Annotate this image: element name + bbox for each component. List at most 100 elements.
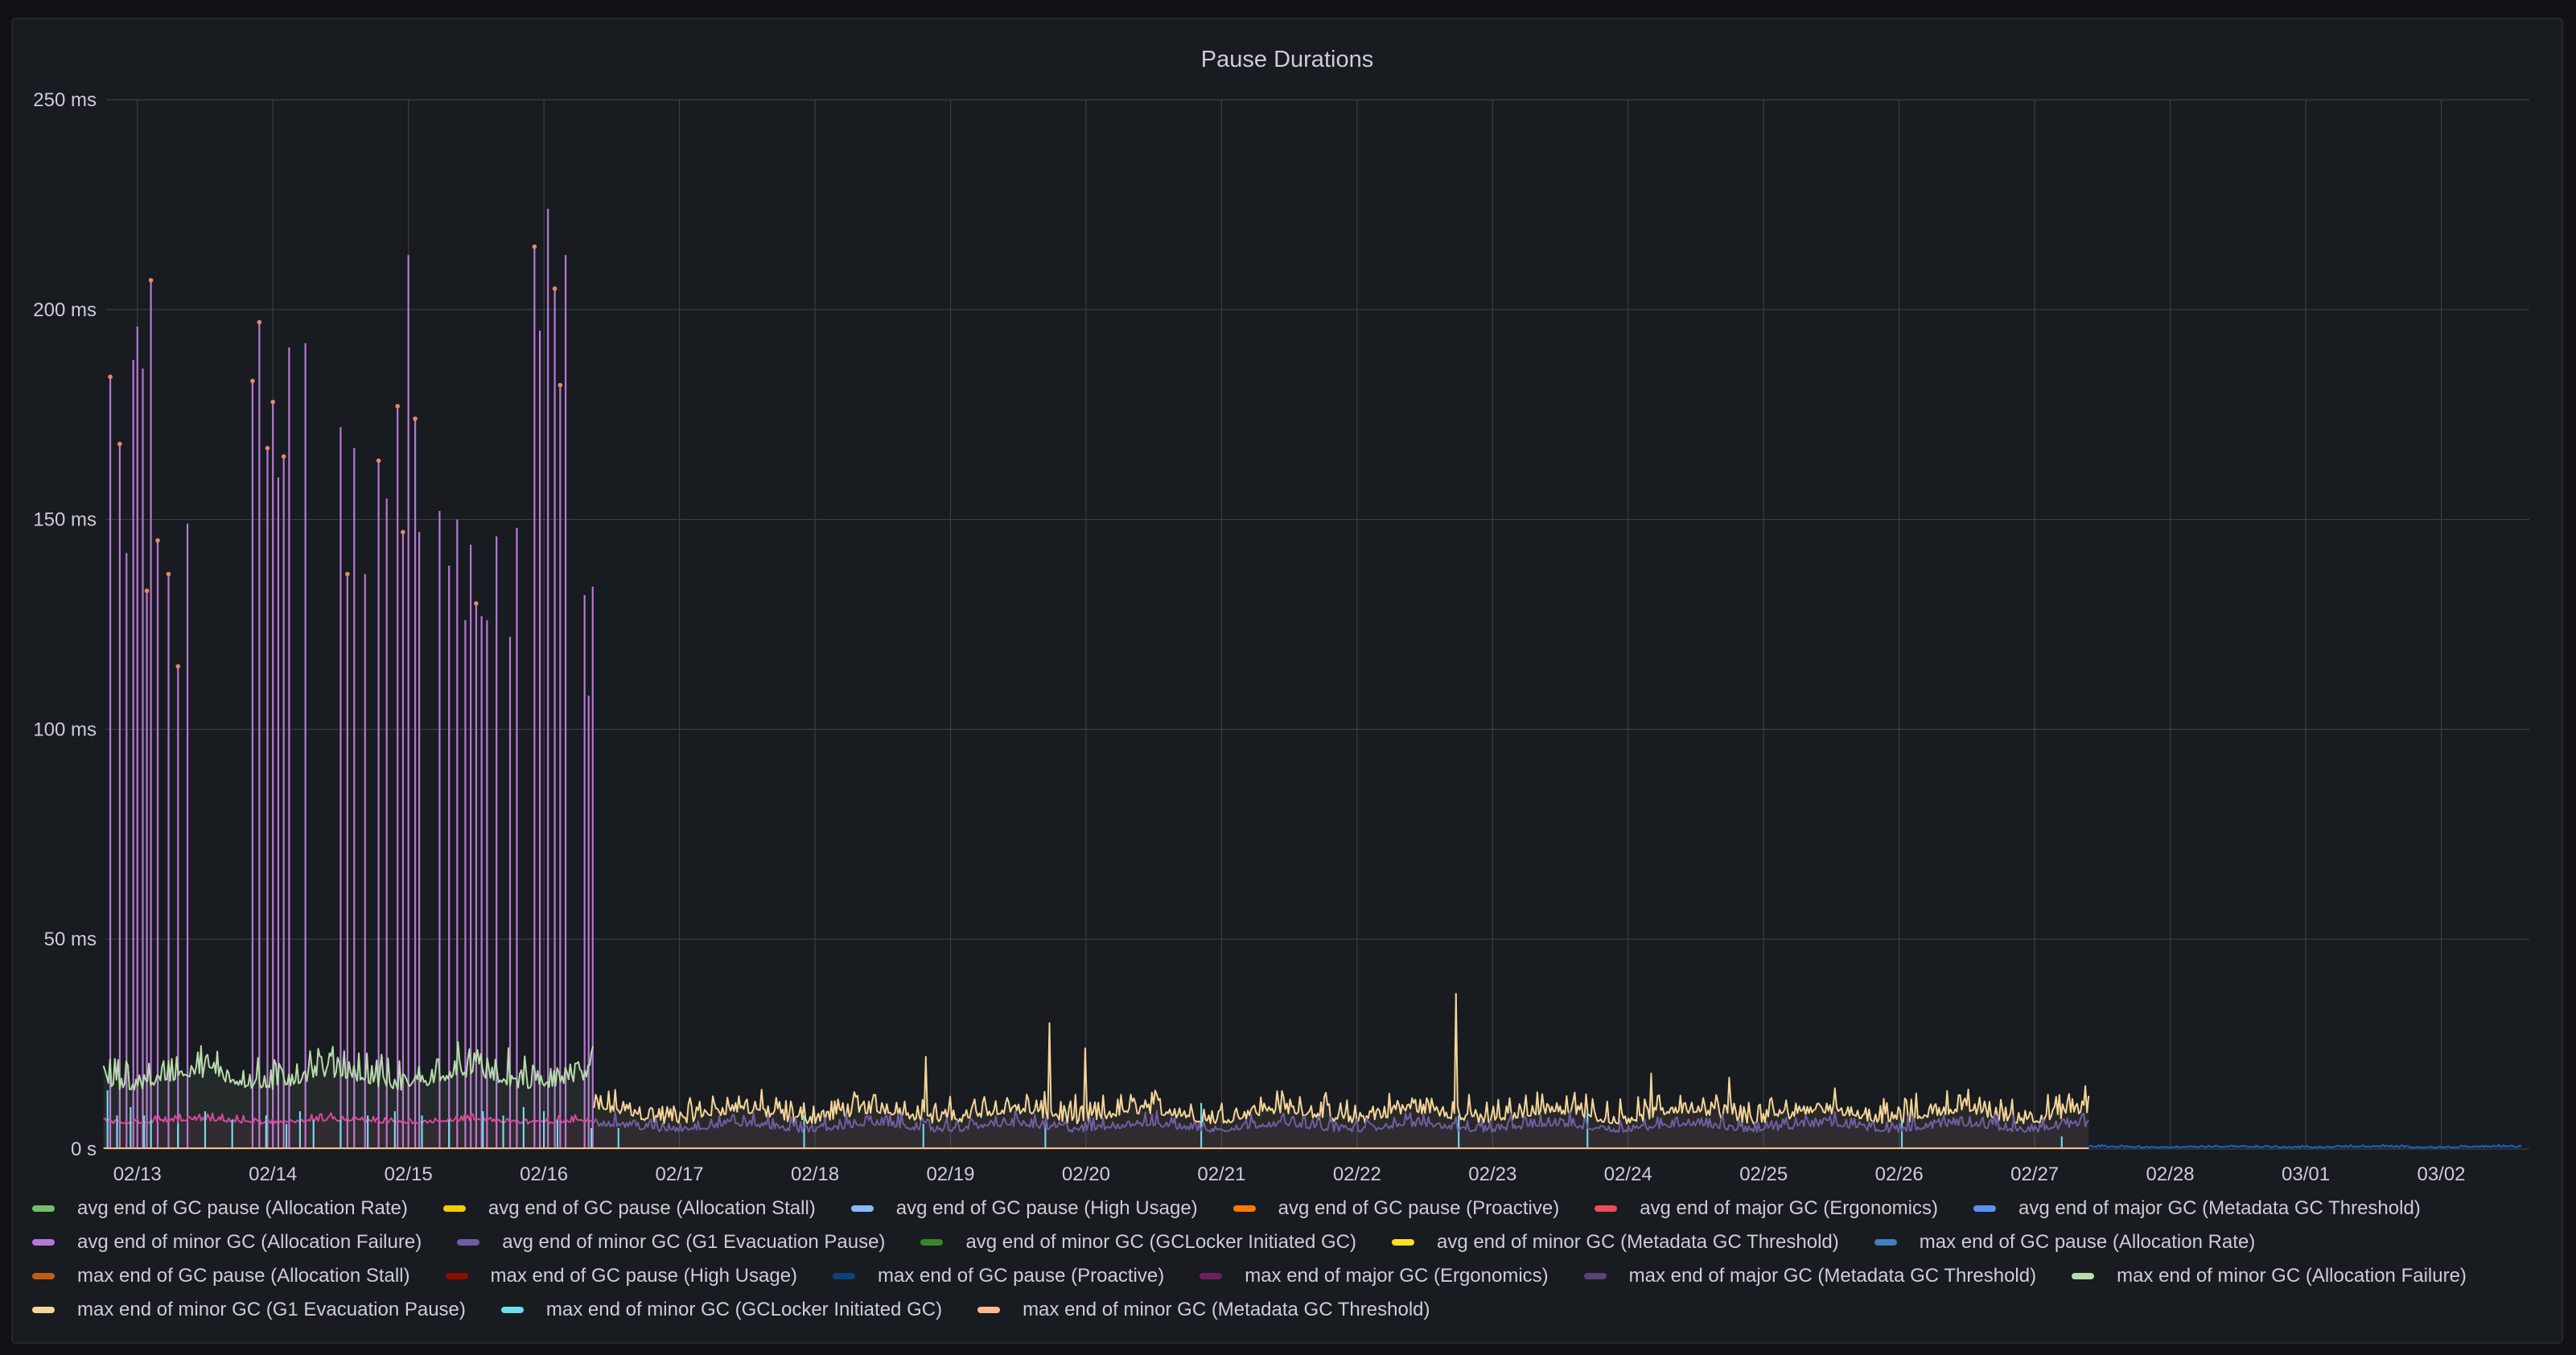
point-max-end-of-minor-gc-allocation-failure xyxy=(265,446,270,451)
legend-label: max end of minor GC (G1 Evacuation Pause… xyxy=(77,1298,466,1320)
y-tick-label: 150 ms xyxy=(33,509,97,531)
y-tick-label: 250 ms xyxy=(33,89,97,111)
point-max-end-of-minor-gc-allocation-failure xyxy=(345,571,350,577)
legend-item[interactable]: avg end of minor GC (GCLocker Initiated … xyxy=(920,1231,1356,1253)
legend-swatch xyxy=(32,1238,55,1246)
x-tick-label: 02/23 xyxy=(1468,1163,1516,1185)
legend-label: avg end of minor GC (Allocation Failure) xyxy=(77,1230,422,1253)
point-max-end-of-minor-gc-allocation-failure xyxy=(281,454,286,459)
series-line-max-end-of-minor-gc-allocation-failure xyxy=(102,1040,595,1091)
x-tick-label: 02/27 xyxy=(2010,1163,2059,1185)
legend-label: avg end of minor GC (Metadata GC Thresho… xyxy=(1436,1230,1839,1253)
legend-item[interactable]: max end of major GC (Metadata GC Thresho… xyxy=(1583,1264,2037,1287)
legend-item[interactable]: avg end of GC pause (Allocation Stall) xyxy=(442,1197,816,1219)
point-max-end-of-minor-gc-allocation-failure xyxy=(175,664,181,669)
x-tick-label: 02/14 xyxy=(249,1163,297,1185)
legend-swatch xyxy=(1973,1205,1996,1212)
y-tick-label: 50 ms xyxy=(44,929,97,950)
legend-swatch xyxy=(1595,1205,1618,1212)
legend-item[interactable]: max end of minor GC (G1 Evacuation Pause… xyxy=(32,1299,466,1320)
x-tick-label: 02/16 xyxy=(520,1163,568,1185)
series-line-avg-end-of-minor-gc-allocation-failure xyxy=(103,1112,594,1125)
x-tick-label: 02/15 xyxy=(385,1163,433,1185)
legend-label: avg end of minor GC (G1 Evacuation Pause… xyxy=(502,1230,886,1253)
legend-swatch xyxy=(977,1306,1001,1313)
x-tick-label: 02/22 xyxy=(1333,1163,1381,1185)
legend-label: avg end of major GC (Metadata GC Thresho… xyxy=(2018,1196,2421,1219)
series-line-avg-end-of-minor-gc-g1-evacuation-pause xyxy=(593,1110,2089,1134)
x-tick-label: 02/28 xyxy=(2146,1163,2195,1185)
point-max-end-of-minor-gc-allocation-failure xyxy=(401,529,405,535)
y-tick-label: 0 s xyxy=(71,1139,97,1160)
point-max-end-of-minor-gc-allocation-failure xyxy=(108,374,113,380)
point-max-end-of-minor-gc-allocation-failure xyxy=(270,399,276,405)
panel-title[interactable]: Pause Durations xyxy=(1200,47,1374,72)
point-max-end-of-minor-gc-allocation-failure xyxy=(117,441,122,447)
x-tick-label: 02/25 xyxy=(1739,1163,1788,1185)
legend-label: max end of major GC (Ergonomics) xyxy=(1245,1264,1549,1287)
legend-swatch xyxy=(920,1238,944,1246)
legend-label: avg end of GC pause (High Usage) xyxy=(895,1196,1198,1219)
series-line-max-end-of-gc-pause-proactive xyxy=(2088,1143,2522,1149)
legend-swatch xyxy=(445,1272,468,1279)
legend-item[interactable]: max end of GC pause (Proactive) xyxy=(833,1265,1164,1287)
legend-item[interactable]: avg end of minor GC (Metadata GC Thresho… xyxy=(1391,1230,1839,1253)
pause-durations-panel: Pause Durations xyxy=(11,18,2563,1344)
series-line-max-end-of-minor-gc-g1-evacuation-pause xyxy=(593,993,2090,1125)
point-max-end-of-minor-gc-allocation-failure xyxy=(376,458,381,463)
legend-item[interactable]: max end of minor GC (Metadata GC Thresho… xyxy=(977,1299,1430,1320)
legend-item[interactable]: max end of GC pause (Allocation Rate) xyxy=(1874,1230,2256,1253)
legend-swatch xyxy=(2072,1272,2095,1279)
legend-item[interactable]: max end of minor GC (Allocation Failure) xyxy=(2072,1265,2467,1287)
legend-label: max end of minor GC (Metadata GC Thresho… xyxy=(1023,1298,1430,1320)
legend-item[interactable]: avg end of major GC (Ergonomics) xyxy=(1595,1197,1938,1219)
legend-item[interactable]: avg end of major GC (Metadata GC Thresho… xyxy=(1973,1197,2421,1219)
point-max-end-of-minor-gc-allocation-failure xyxy=(474,601,479,606)
legend-label: max end of GC pause (High Usage) xyxy=(490,1264,798,1287)
x-tick-label: 02/17 xyxy=(656,1163,704,1185)
legend-item[interactable]: avg end of GC pause (Proactive) xyxy=(1232,1197,1559,1219)
legend-item[interactable]: max end of GC pause (Allocation Stall) xyxy=(32,1265,410,1287)
x-tick-label: 02/20 xyxy=(1062,1163,1110,1185)
legend-swatch xyxy=(1200,1272,1223,1279)
legend-item[interactable]: avg end of minor GC (Allocation Failure) xyxy=(32,1231,422,1253)
y-tick-label: 200 ms xyxy=(33,299,97,321)
x-tick-label: 02/13 xyxy=(113,1163,162,1185)
legend-swatch xyxy=(1874,1238,1897,1246)
x-tick-label: 02/18 xyxy=(791,1163,839,1185)
point-max-end-of-minor-gc-allocation-failure xyxy=(155,537,160,543)
plot-area[interactable] xyxy=(102,208,2522,1149)
legend-swatch xyxy=(32,1205,55,1212)
legend-label: avg end of minor GC (GCLocker Initiated … xyxy=(965,1230,1356,1253)
legend-label: avg end of GC pause (Allocation Rate) xyxy=(77,1196,408,1219)
legend-label: max end of GC pause (Allocation Stall) xyxy=(77,1264,410,1287)
legend-label: max end of GC pause (Allocation Rate) xyxy=(1919,1230,2256,1253)
x-tick-label: 02/21 xyxy=(1197,1163,1245,1185)
legend-swatch xyxy=(833,1272,856,1279)
legend-label: avg end of major GC (Ergonomics) xyxy=(1640,1196,1938,1219)
legend-swatch xyxy=(500,1306,524,1313)
grid xyxy=(106,99,2529,1150)
point-max-end-of-minor-gc-allocation-failure xyxy=(395,403,400,409)
point-max-end-of-minor-gc-allocation-failure xyxy=(166,571,171,577)
series-area-max-end-of-minor-gc-g1-evacuation-pause xyxy=(594,994,2089,1149)
x-tick-label: 03/01 xyxy=(2282,1163,2330,1185)
point-max-end-of-minor-gc-allocation-failure xyxy=(558,382,563,388)
point-max-end-of-minor-gc-allocation-failure xyxy=(250,378,255,384)
point-max-end-of-minor-gc-allocation-failure xyxy=(148,278,154,283)
x-tick-label: 03/02 xyxy=(2417,1163,2465,1185)
legend-label: max end of GC pause (Proactive) xyxy=(878,1264,1165,1287)
legend-item[interactable]: avg end of GC pause (High Usage) xyxy=(850,1196,1198,1219)
legend-item[interactable]: avg end of minor GC (G1 Evacuation Pause… xyxy=(457,1231,885,1253)
legend-swatch xyxy=(1583,1272,1607,1279)
chart-legend: avg end of GC pause (Allocation Rate) avg… xyxy=(32,1197,2558,1320)
legend-item[interactable]: avg end of GC pause (Allocation Rate) xyxy=(32,1197,408,1219)
legend-label: max end of major GC (Metadata GC Thresho… xyxy=(1628,1264,2037,1287)
legend-item[interactable]: max end of major GC (Ergonomics) xyxy=(1200,1264,1549,1287)
point-max-end-of-minor-gc-allocation-failure xyxy=(552,286,558,291)
legend-item[interactable]: max end of GC pause (High Usage) xyxy=(445,1264,798,1287)
legend-item[interactable]: max end of minor GC (GCLocker Initiated … xyxy=(500,1298,943,1320)
legend-label: max end of minor GC (GCLocker Initiated … xyxy=(545,1298,943,1320)
legend-label: max end of minor GC (Allocation Failure) xyxy=(2117,1264,2467,1287)
